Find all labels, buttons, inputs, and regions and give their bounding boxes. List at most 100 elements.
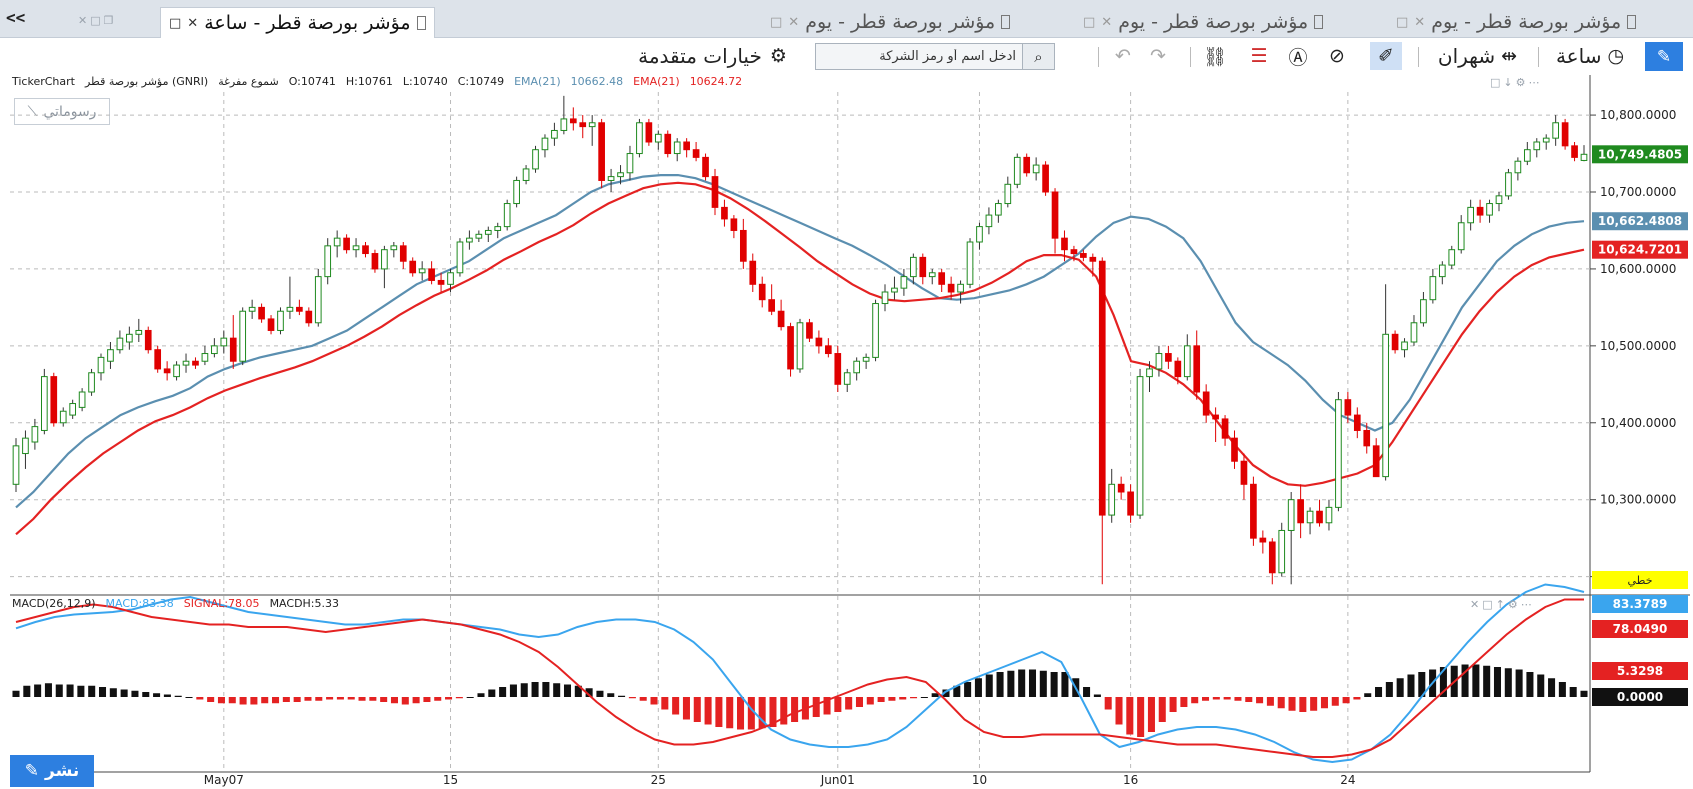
candle: [409, 257, 417, 277]
macd-pane-controls: ✕□↑⚙⋯: [1470, 598, 1535, 611]
tab-chart-1[interactable]: مؤشر بورصة قطر - يوم □ ✕: [1388, 8, 1644, 36]
undo-button[interactable]: ↶: [1108, 42, 1138, 70]
close-icon[interactable]: ✕: [1414, 14, 1426, 30]
macd-hist-bar: [974, 678, 982, 697]
macd-hist-bar: [1493, 667, 1502, 697]
macd-hist-bar: [953, 685, 961, 697]
candle: [1127, 484, 1134, 523]
candle: [1287, 492, 1295, 585]
redo-button[interactable]: ↷: [1143, 42, 1173, 70]
macd-hist-bar: [477, 693, 485, 697]
line-chart-icon: ⟋: [27, 103, 38, 120]
candle-body: [40, 376, 48, 431]
candle: [182, 353, 190, 373]
macd-hist-bar: [347, 697, 355, 700]
candle: [1523, 142, 1531, 166]
candle: [135, 318, 143, 342]
candle-body: [1231, 437, 1238, 462]
candle: [947, 276, 955, 300]
maximize-icon[interactable]: □: [90, 14, 104, 27]
candle: [362, 242, 369, 258]
timeframe-selector[interactable]: ساعة ◷: [1545, 42, 1635, 70]
macd-hist-bar: [1212, 697, 1220, 700]
maximize-icon[interactable]: □: [1482, 598, 1496, 611]
close-icon[interactable]: ✕: [78, 14, 91, 27]
candle: [1571, 142, 1578, 162]
indicator-button[interactable]: ⊘: [1322, 42, 1352, 70]
macd-hist-bar: [1169, 697, 1177, 712]
chart-grid: [10, 75, 1690, 773]
restore-icon[interactable]: □: [1396, 14, 1409, 30]
macd-hist-bar: [488, 689, 496, 697]
ema-red-value: 10624.72: [689, 75, 743, 88]
candle-body: [484, 229, 492, 235]
macd-hist-bar: [563, 684, 572, 697]
more-icon[interactable]: ⋯: [1520, 598, 1535, 611]
settings-icon[interactable]: ⚙: [1515, 76, 1529, 89]
candle-body: [673, 141, 681, 155]
macd-hist-bar: [66, 684, 74, 697]
candle: [437, 272, 445, 292]
candle: [617, 165, 624, 185]
macd-hist-bar: [142, 692, 150, 697]
restore-icon[interactable]: ❐: [103, 14, 117, 27]
x-tick-label: May07: [204, 773, 244, 787]
close-icon[interactable]: ✕: [1470, 598, 1483, 611]
candle: [1420, 292, 1427, 327]
tab-title: مؤشر بورصة قطر - يوم: [805, 11, 996, 33]
binoculars-button[interactable]: ⛓: [1200, 42, 1230, 70]
candle: [1438, 261, 1446, 285]
candle-body: [1202, 391, 1210, 416]
company-search-input[interactable]: [826, 47, 1016, 66]
restore-icon[interactable]: □: [169, 15, 182, 31]
macd-hist-bar: [1039, 670, 1047, 697]
candle-body: [1268, 541, 1276, 574]
candle: [1505, 168, 1512, 200]
draw-pencil-button[interactable]: ✎: [1645, 42, 1683, 71]
order-lines-button[interactable]: ☰: [1244, 42, 1274, 70]
candle-body: [664, 133, 672, 155]
time-axis: May07 15 25 Jun01 10 16 24: [204, 773, 1356, 787]
maximize-icon[interactable]: □: [1490, 76, 1504, 89]
search-button[interactable]: ⌕: [1022, 44, 1054, 69]
macd-hist-bar: [336, 697, 344, 700]
up-arrow-icon[interactable]: ↑: [1495, 598, 1508, 611]
close-icon[interactable]: ✕: [788, 14, 800, 30]
y-tick-label: 10,600.0000: [1600, 262, 1676, 276]
close-icon[interactable]: ✕: [1101, 14, 1113, 30]
candle-body: [211, 345, 218, 355]
macd-hist-bar: [996, 672, 1004, 697]
candle: [1042, 161, 1049, 196]
close-icon[interactable]: ✕: [187, 15, 199, 31]
advanced-options-button[interactable]: خيارات متقدمة ⚙: [630, 42, 795, 70]
macd-badge-bg: [1592, 595, 1688, 613]
candle-body: [1391, 333, 1399, 351]
alert-button[interactable]: Ⓐ: [1283, 42, 1313, 70]
tab-chart-active[interactable]: مؤشر بورصة قطر - ساعة □ ✕: [160, 7, 435, 38]
candle-body: [938, 272, 946, 285]
down-arrow-icon[interactable]: ↓: [1503, 76, 1516, 89]
macd-hist-bar: [466, 697, 474, 698]
high-value: H:10761: [345, 75, 393, 88]
draw-tools-button[interactable]: ✐: [1370, 42, 1402, 70]
macd-hist-bar: [1385, 682, 1393, 697]
candle: [211, 338, 218, 358]
tab-chart-2[interactable]: مؤشر بورصة قطر - يوم □ ✕: [1075, 8, 1331, 36]
macd-hist-bar: [769, 697, 777, 727]
candle-body: [1486, 203, 1493, 216]
candle-body: [59, 410, 67, 424]
tab-chart-3[interactable]: مؤشر بورصة قطر - يوم □ ✕: [762, 8, 1018, 36]
restore-icon[interactable]: □: [1083, 14, 1096, 30]
my-drawings-button[interactable]: رسوماتي ⟋: [14, 98, 110, 125]
candle: [31, 418, 39, 450]
candle-body: [815, 337, 823, 347]
restore-icon[interactable]: □: [770, 14, 783, 30]
settings-icon[interactable]: ⚙: [1507, 598, 1521, 611]
candle: [664, 130, 672, 158]
tabs-overflow-button[interactable]: <<: [6, 8, 26, 27]
candle: [456, 238, 464, 277]
period-selector[interactable]: شهران ⇹: [1425, 42, 1530, 70]
publish-button[interactable]: نشر ✎: [10, 755, 94, 787]
more-icon[interactable]: ⋯: [1528, 76, 1543, 89]
